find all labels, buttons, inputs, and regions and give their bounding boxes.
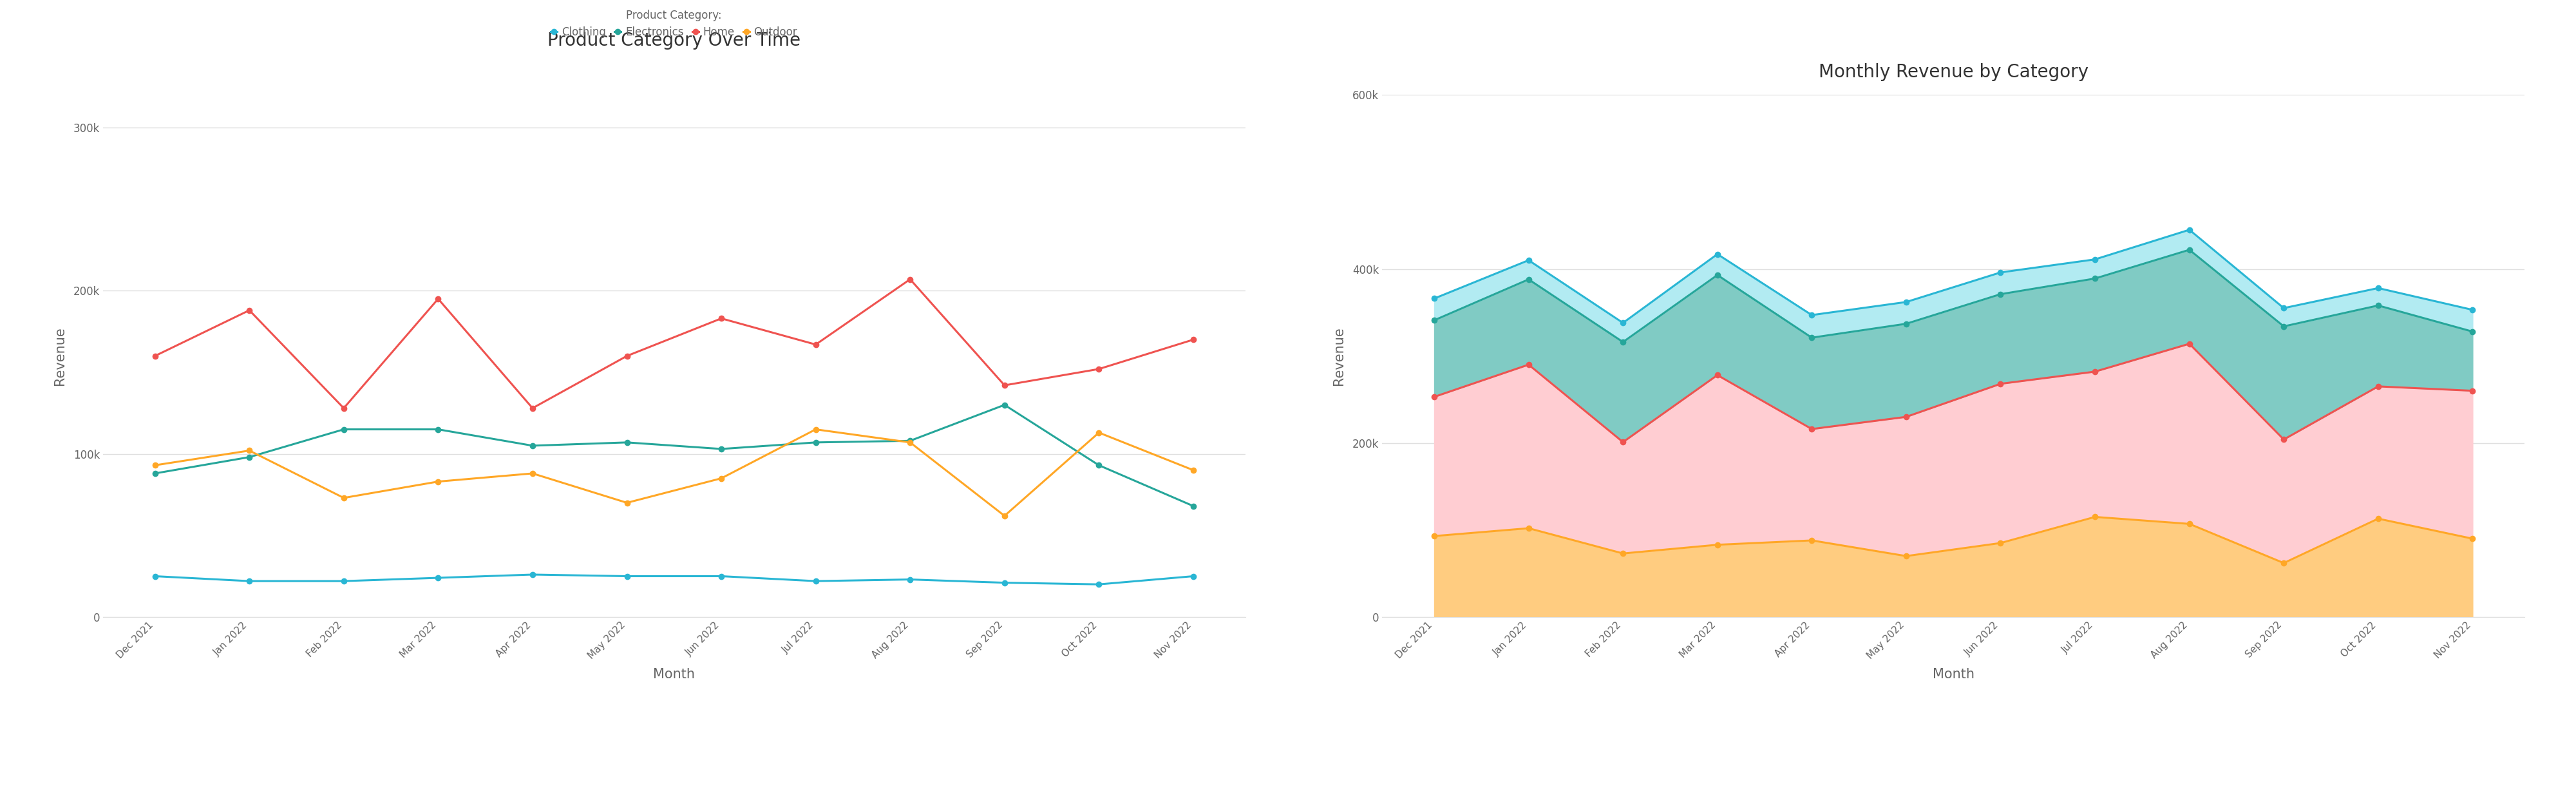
Electronics — [706, 445, 737, 454]
Home — [1084, 364, 1115, 373]
Clothing — [611, 571, 641, 581]
Outdoor — [611, 498, 641, 508]
Home — [234, 305, 265, 315]
Home — [327, 403, 358, 413]
Home — [139, 351, 170, 361]
Clothing — [422, 573, 453, 582]
Clothing — [139, 571, 170, 581]
Home — [801, 340, 832, 350]
Line: Electronics: Electronics — [152, 402, 1195, 509]
Outdoor — [894, 437, 925, 447]
Electronics — [1177, 501, 1208, 511]
Home — [518, 403, 549, 413]
Outdoor — [801, 425, 832, 434]
Line: Clothing: Clothing — [152, 572, 1195, 587]
Legend: Clothing, Electronics, Home, Outdoor: Clothing, Electronics, Home, Outdoor — [549, 6, 801, 41]
Outdoor — [327, 493, 358, 502]
Title: Product Category Over Time: Product Category Over Time — [549, 32, 801, 50]
X-axis label: Month: Month — [654, 668, 696, 681]
Electronics — [234, 452, 265, 462]
Clothing — [706, 571, 737, 581]
Electronics — [611, 437, 641, 447]
Electronics — [801, 437, 832, 447]
Home — [1177, 335, 1208, 344]
Outdoor — [422, 477, 453, 486]
Clothing — [1177, 571, 1208, 581]
Y-axis label: Revenue: Revenue — [1332, 327, 1345, 385]
Clothing — [1084, 580, 1115, 589]
Clothing — [518, 570, 549, 579]
Electronics — [894, 436, 925, 445]
Outdoor — [989, 511, 1020, 520]
Outdoor — [234, 446, 265, 456]
Home — [989, 380, 1020, 390]
Electronics — [327, 425, 358, 434]
Home — [611, 351, 641, 361]
Electronics — [422, 425, 453, 434]
Clothing — [327, 577, 358, 586]
Y-axis label: Revenue: Revenue — [54, 327, 67, 385]
Home — [422, 294, 453, 304]
Clothing — [894, 575, 925, 585]
Electronics — [139, 468, 170, 478]
Home — [706, 314, 737, 324]
Electronics — [518, 441, 549, 450]
Clothing — [234, 577, 265, 586]
Title: Monthly Revenue by Category: Monthly Revenue by Category — [1819, 62, 2089, 81]
Electronics — [989, 400, 1020, 410]
Outdoor — [1177, 465, 1208, 475]
Line: Outdoor: Outdoor — [152, 426, 1195, 519]
X-axis label: Month: Month — [1932, 668, 1973, 681]
Outdoor — [139, 460, 170, 470]
Electronics — [1084, 460, 1115, 470]
Outdoor — [1084, 428, 1115, 437]
Home — [894, 274, 925, 284]
Clothing — [801, 577, 832, 586]
Outdoor — [706, 474, 737, 483]
Line: Home: Home — [152, 277, 1195, 411]
Clothing — [989, 578, 1020, 588]
Outdoor — [518, 468, 549, 478]
